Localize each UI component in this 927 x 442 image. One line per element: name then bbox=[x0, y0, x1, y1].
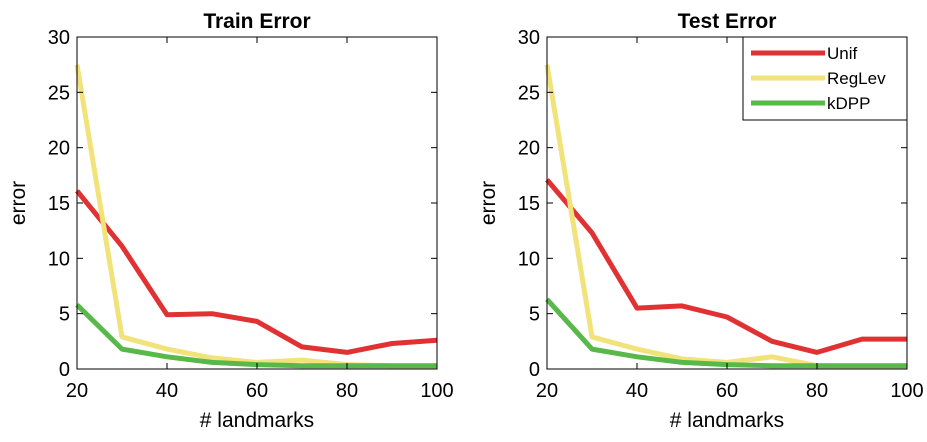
x-tick-label: 100 bbox=[420, 380, 453, 402]
legend-label-unif: Unif bbox=[827, 44, 858, 63]
x-tick-label: 80 bbox=[336, 380, 358, 402]
y-tick-label: 20 bbox=[48, 138, 70, 160]
series-line-unif bbox=[545, 178, 907, 355]
y-tick-label: 30 bbox=[518, 27, 540, 49]
x-tick-label: 80 bbox=[806, 380, 828, 402]
chart-title: Train Error bbox=[203, 10, 310, 33]
y-tick-label: 30 bbox=[48, 27, 70, 49]
y-tick-label: 25 bbox=[48, 82, 70, 104]
x-tick-label: 40 bbox=[156, 380, 178, 402]
y-tick-label: 5 bbox=[529, 304, 540, 326]
x-tick-label: 20 bbox=[66, 380, 88, 402]
y-tick-label: 25 bbox=[518, 82, 540, 104]
legend-label-kdpp: kDPP bbox=[827, 94, 870, 113]
x-axis-label: # landmarks bbox=[670, 409, 784, 432]
y-tick-label: 5 bbox=[59, 304, 70, 326]
x-tick-label: 20 bbox=[536, 380, 558, 402]
x-tick-label: 60 bbox=[246, 380, 268, 402]
y-axis-label: error bbox=[7, 181, 30, 225]
y-tick-label: 15 bbox=[518, 193, 540, 215]
y-tick-label: 10 bbox=[518, 248, 540, 270]
series-line-kdpp bbox=[75, 303, 437, 369]
y-tick-label: 15 bbox=[48, 193, 70, 215]
x-tick-label: 60 bbox=[716, 380, 738, 402]
y-tick-label: 20 bbox=[518, 138, 540, 160]
series-line-kdpp bbox=[545, 297, 907, 369]
y-tick-label: 0 bbox=[59, 359, 70, 381]
chart-title: Test Error bbox=[678, 10, 777, 33]
y-tick-label: 0 bbox=[529, 359, 540, 381]
train-error-chart: Train Error 0 5 10 15 20 25 30 20 40 60 80 100 # land… bbox=[7, 10, 454, 432]
y-tick-label: 10 bbox=[48, 248, 70, 270]
legend-label-reglev: RegLev bbox=[827, 69, 886, 88]
test-error-chart: Test Error 0 5 10 15 20 25 30 20 40 60 80 100 # landm… bbox=[477, 10, 924, 432]
x-tick-label: 40 bbox=[626, 380, 648, 402]
y-axis-label: error bbox=[477, 181, 500, 225]
x-axis-label: # landmarks bbox=[200, 409, 314, 432]
x-tick-label: 100 bbox=[890, 380, 923, 402]
series-line-unif bbox=[75, 189, 438, 355]
